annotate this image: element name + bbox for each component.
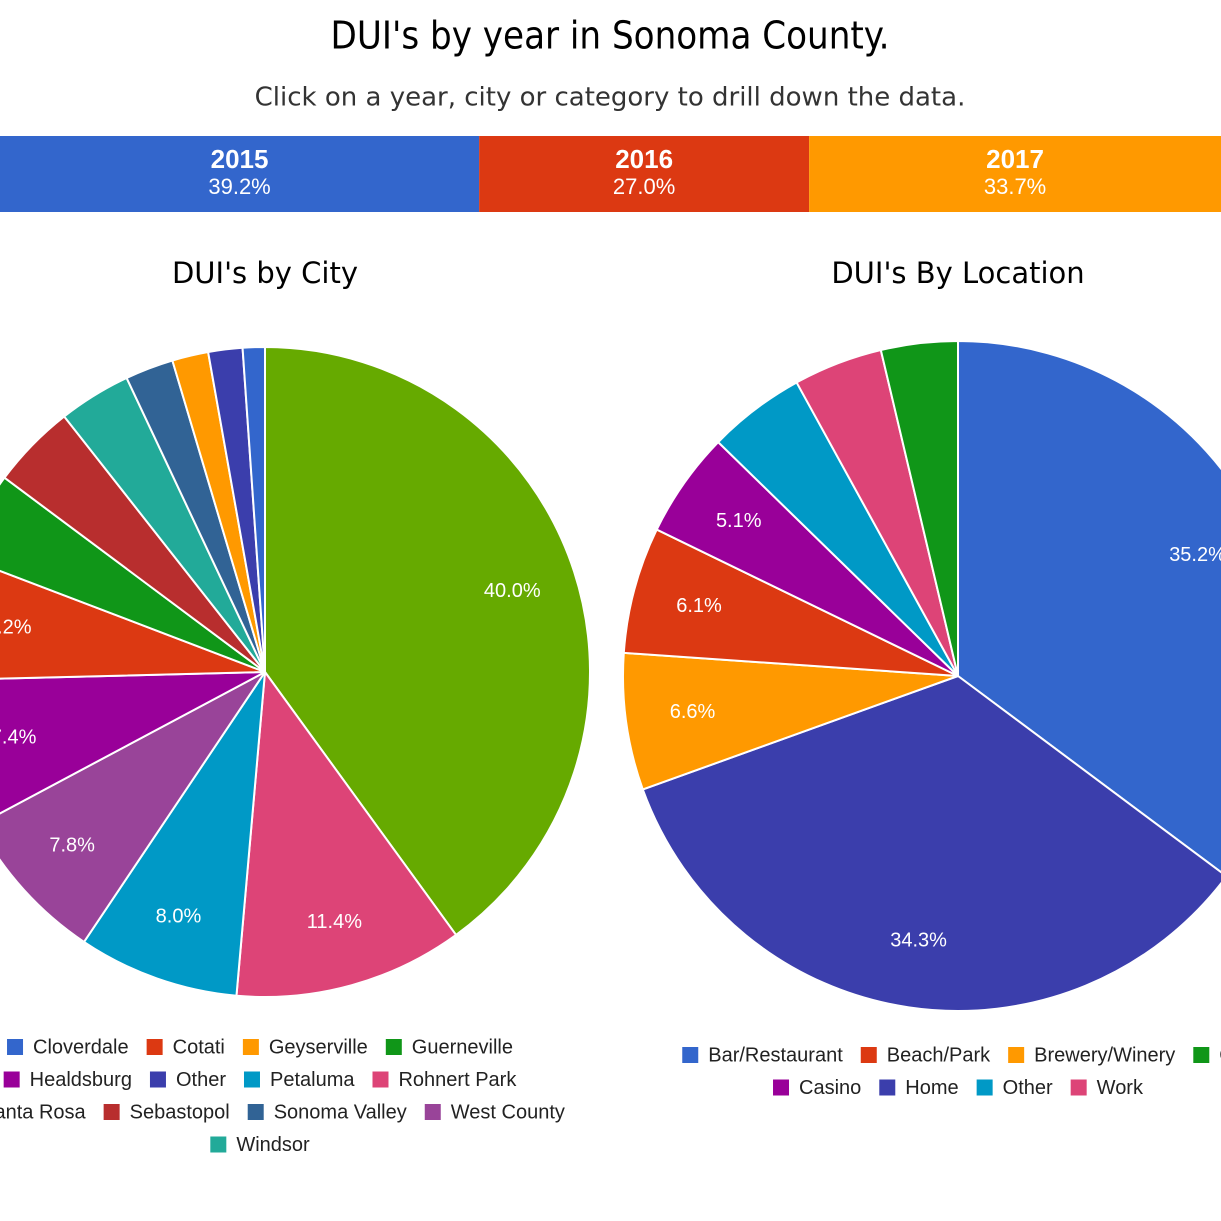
slice-label: 40.0% — [484, 580, 541, 602]
pie-slice[interactable] — [957, 339, 1221, 876]
legend-swatch[interactable] — [879, 1079, 896, 1096]
legend-label[interactable]: Sonoma Valley — [274, 1101, 407, 1123]
legend-label[interactable]: Cloverdale — [33, 1036, 129, 1058]
legend-swatch[interactable] — [243, 1071, 260, 1088]
legend-label[interactable]: West County — [451, 1101, 565, 1123]
legend-swatch[interactable] — [103, 1104, 120, 1120]
year-percent[interactable]: 27.0% — [613, 174, 675, 199]
year-percent[interactable]: 33.7% — [984, 174, 1046, 199]
pie-slice[interactable] — [235, 669, 458, 998]
legend-label[interactable]: Home — [905, 1077, 958, 1099]
legend-label[interactable]: Other — [176, 1069, 226, 1091]
page-subtitle: Click on a year, city or category to dri… — [255, 83, 966, 113]
slice-label: 11.4% — [307, 911, 362, 933]
legend-swatch[interactable] — [3, 1071, 20, 1088]
pie-title: DUI's by City — [172, 256, 358, 290]
year-label[interactable]: 2016 — [615, 144, 673, 174]
legend-label[interactable]: Work — [1097, 1077, 1144, 1099]
legend-label[interactable]: Cotati — [173, 1036, 225, 1058]
pie-slice[interactable] — [82, 671, 266, 997]
slice-label: 7.4% — [0, 727, 37, 749]
legend-label[interactable]: Rohnert Park — [398, 1069, 517, 1091]
legend-label[interactable]: Guerneville — [412, 1036, 513, 1058]
pie-slice[interactable] — [622, 651, 959, 791]
slice-label: 6.6% — [670, 701, 716, 723]
legend-swatch[interactable] — [773, 1079, 790, 1096]
legend-swatch[interactable] — [1008, 1047, 1025, 1063]
slice-label: 8.0% — [156, 905, 202, 927]
legend-label[interactable]: Casino — [799, 1077, 861, 1099]
legend-label[interactable]: Sebastopol — [130, 1101, 230, 1123]
pie-slice[interactable] — [0, 671, 266, 944]
pie-slice[interactable] — [0, 556, 266, 680]
legend-label[interactable]: C — [1219, 1044, 1221, 1066]
legend-swatch[interactable] — [1070, 1079, 1087, 1096]
legend-label[interactable]: Petaluma — [270, 1069, 355, 1091]
year-segment[interactable] — [479, 136, 810, 212]
page-title: DUI's by year in Sonoma County. — [331, 14, 890, 58]
legend-swatch[interactable] — [149, 1071, 166, 1088]
slice-label: 6.1% — [676, 595, 722, 617]
legend-swatch[interactable] — [372, 1071, 389, 1088]
pie-slice[interactable] — [622, 528, 959, 677]
legend-swatch[interactable] — [247, 1104, 264, 1120]
pie-slice[interactable] — [264, 345, 591, 937]
pie-slice[interactable] — [879, 339, 959, 677]
legend-swatch[interactable] — [242, 1039, 259, 1055]
legend-label[interactable]: Bar/Restaurant — [708, 1044, 843, 1066]
legend-label[interactable]: Brewery/Winery — [1034, 1044, 1175, 1066]
pie-slice[interactable] — [241, 345, 266, 673]
legend-label[interactable]: Healdsburg — [30, 1069, 132, 1091]
year-percent[interactable]: 39.2% — [208, 174, 270, 199]
pie-title: DUI's By Location — [831, 256, 1084, 290]
year-segment[interactable] — [0, 136, 480, 212]
legend-swatch[interactable] — [976, 1079, 993, 1096]
legend-swatch[interactable] — [682, 1047, 699, 1063]
legend-swatch[interactable] — [385, 1039, 402, 1055]
pie-slice[interactable] — [641, 674, 1221, 1012]
legend-swatch[interactable] — [210, 1136, 227, 1153]
year-segment[interactable] — [809, 136, 1221, 212]
legend-label[interactable]: Other — [1003, 1077, 1053, 1099]
legend-swatch[interactable] — [860, 1047, 877, 1063]
slice-label: 35.2% — [1169, 544, 1221, 566]
legend-label[interactable]: Beach/Park — [887, 1044, 991, 1066]
legend-swatch[interactable] — [1193, 1047, 1210, 1063]
year-label[interactable]: 2017 — [986, 144, 1044, 174]
legend-swatch[interactable] — [424, 1104, 441, 1120]
slice-label: 7.8% — [49, 835, 95, 857]
legend-swatch[interactable] — [7, 1039, 24, 1055]
legend-label[interactable]: Santa Rosa — [0, 1101, 87, 1123]
pie-slice[interactable] — [0, 671, 266, 825]
slice-label: 34.3% — [890, 929, 947, 951]
legend-swatch[interactable] — [146, 1039, 163, 1055]
legend-label[interactable]: Windsor — [236, 1134, 310, 1156]
slice-label: 6.2% — [0, 616, 32, 638]
legend-label[interactable]: Geyserville — [269, 1036, 368, 1058]
year-label[interactable]: 2015 — [211, 144, 269, 174]
slice-label: 5.1% — [716, 510, 762, 532]
